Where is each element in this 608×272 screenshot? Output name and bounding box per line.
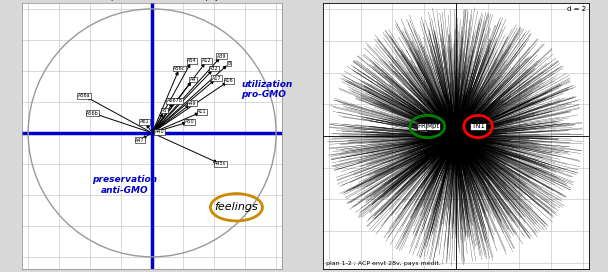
- Text: utilization
pro-GMO: utilization pro-GMO: [241, 80, 292, 99]
- Text: A56a: A56a: [78, 93, 90, 98]
- Text: A45s: A45s: [214, 161, 226, 166]
- Text: A40: A40: [155, 129, 164, 134]
- Text: A61: A61: [140, 119, 150, 124]
- Text: Mpt: Mpt: [426, 123, 440, 129]
- Text: 8: 8: [227, 61, 230, 66]
- Text: A54: A54: [187, 58, 196, 63]
- Text: A16: A16: [224, 78, 234, 83]
- Text: A47: A47: [135, 138, 145, 143]
- Text: A32: A32: [209, 66, 219, 71]
- Text: d = 2: d = 2: [567, 6, 586, 12]
- Text: cercle des corrélations plan 1-2 : ACP envt 28v, pays médit.: cercle des corrélations plan 1-2 : ACP e…: [22, 0, 250, 1]
- Text: TN1: TN1: [471, 123, 485, 129]
- Text: A56b: A56b: [86, 110, 99, 116]
- Text: A12: A12: [202, 58, 212, 63]
- Text: A6678: A6678: [167, 98, 182, 103]
- Text: FR: FR: [417, 123, 426, 129]
- Text: A39: A39: [217, 54, 226, 58]
- Text: A11: A11: [197, 109, 207, 114]
- Text: feelings: feelings: [215, 202, 258, 212]
- Text: preservation
anti-GMO: preservation anti-GMO: [92, 175, 157, 195]
- Text: A49: A49: [187, 101, 196, 106]
- Text: A17: A17: [212, 76, 221, 81]
- Text: A5: A5: [161, 108, 168, 113]
- Text: plan 1-2 ; ACP envt 28v, pays médit.: plan 1-2 ; ACP envt 28v, pays médit.: [326, 261, 441, 266]
- Text: A50: A50: [184, 119, 194, 124]
- Text: A56c: A56c: [173, 66, 185, 71]
- Text: A4: A4: [190, 77, 196, 82]
